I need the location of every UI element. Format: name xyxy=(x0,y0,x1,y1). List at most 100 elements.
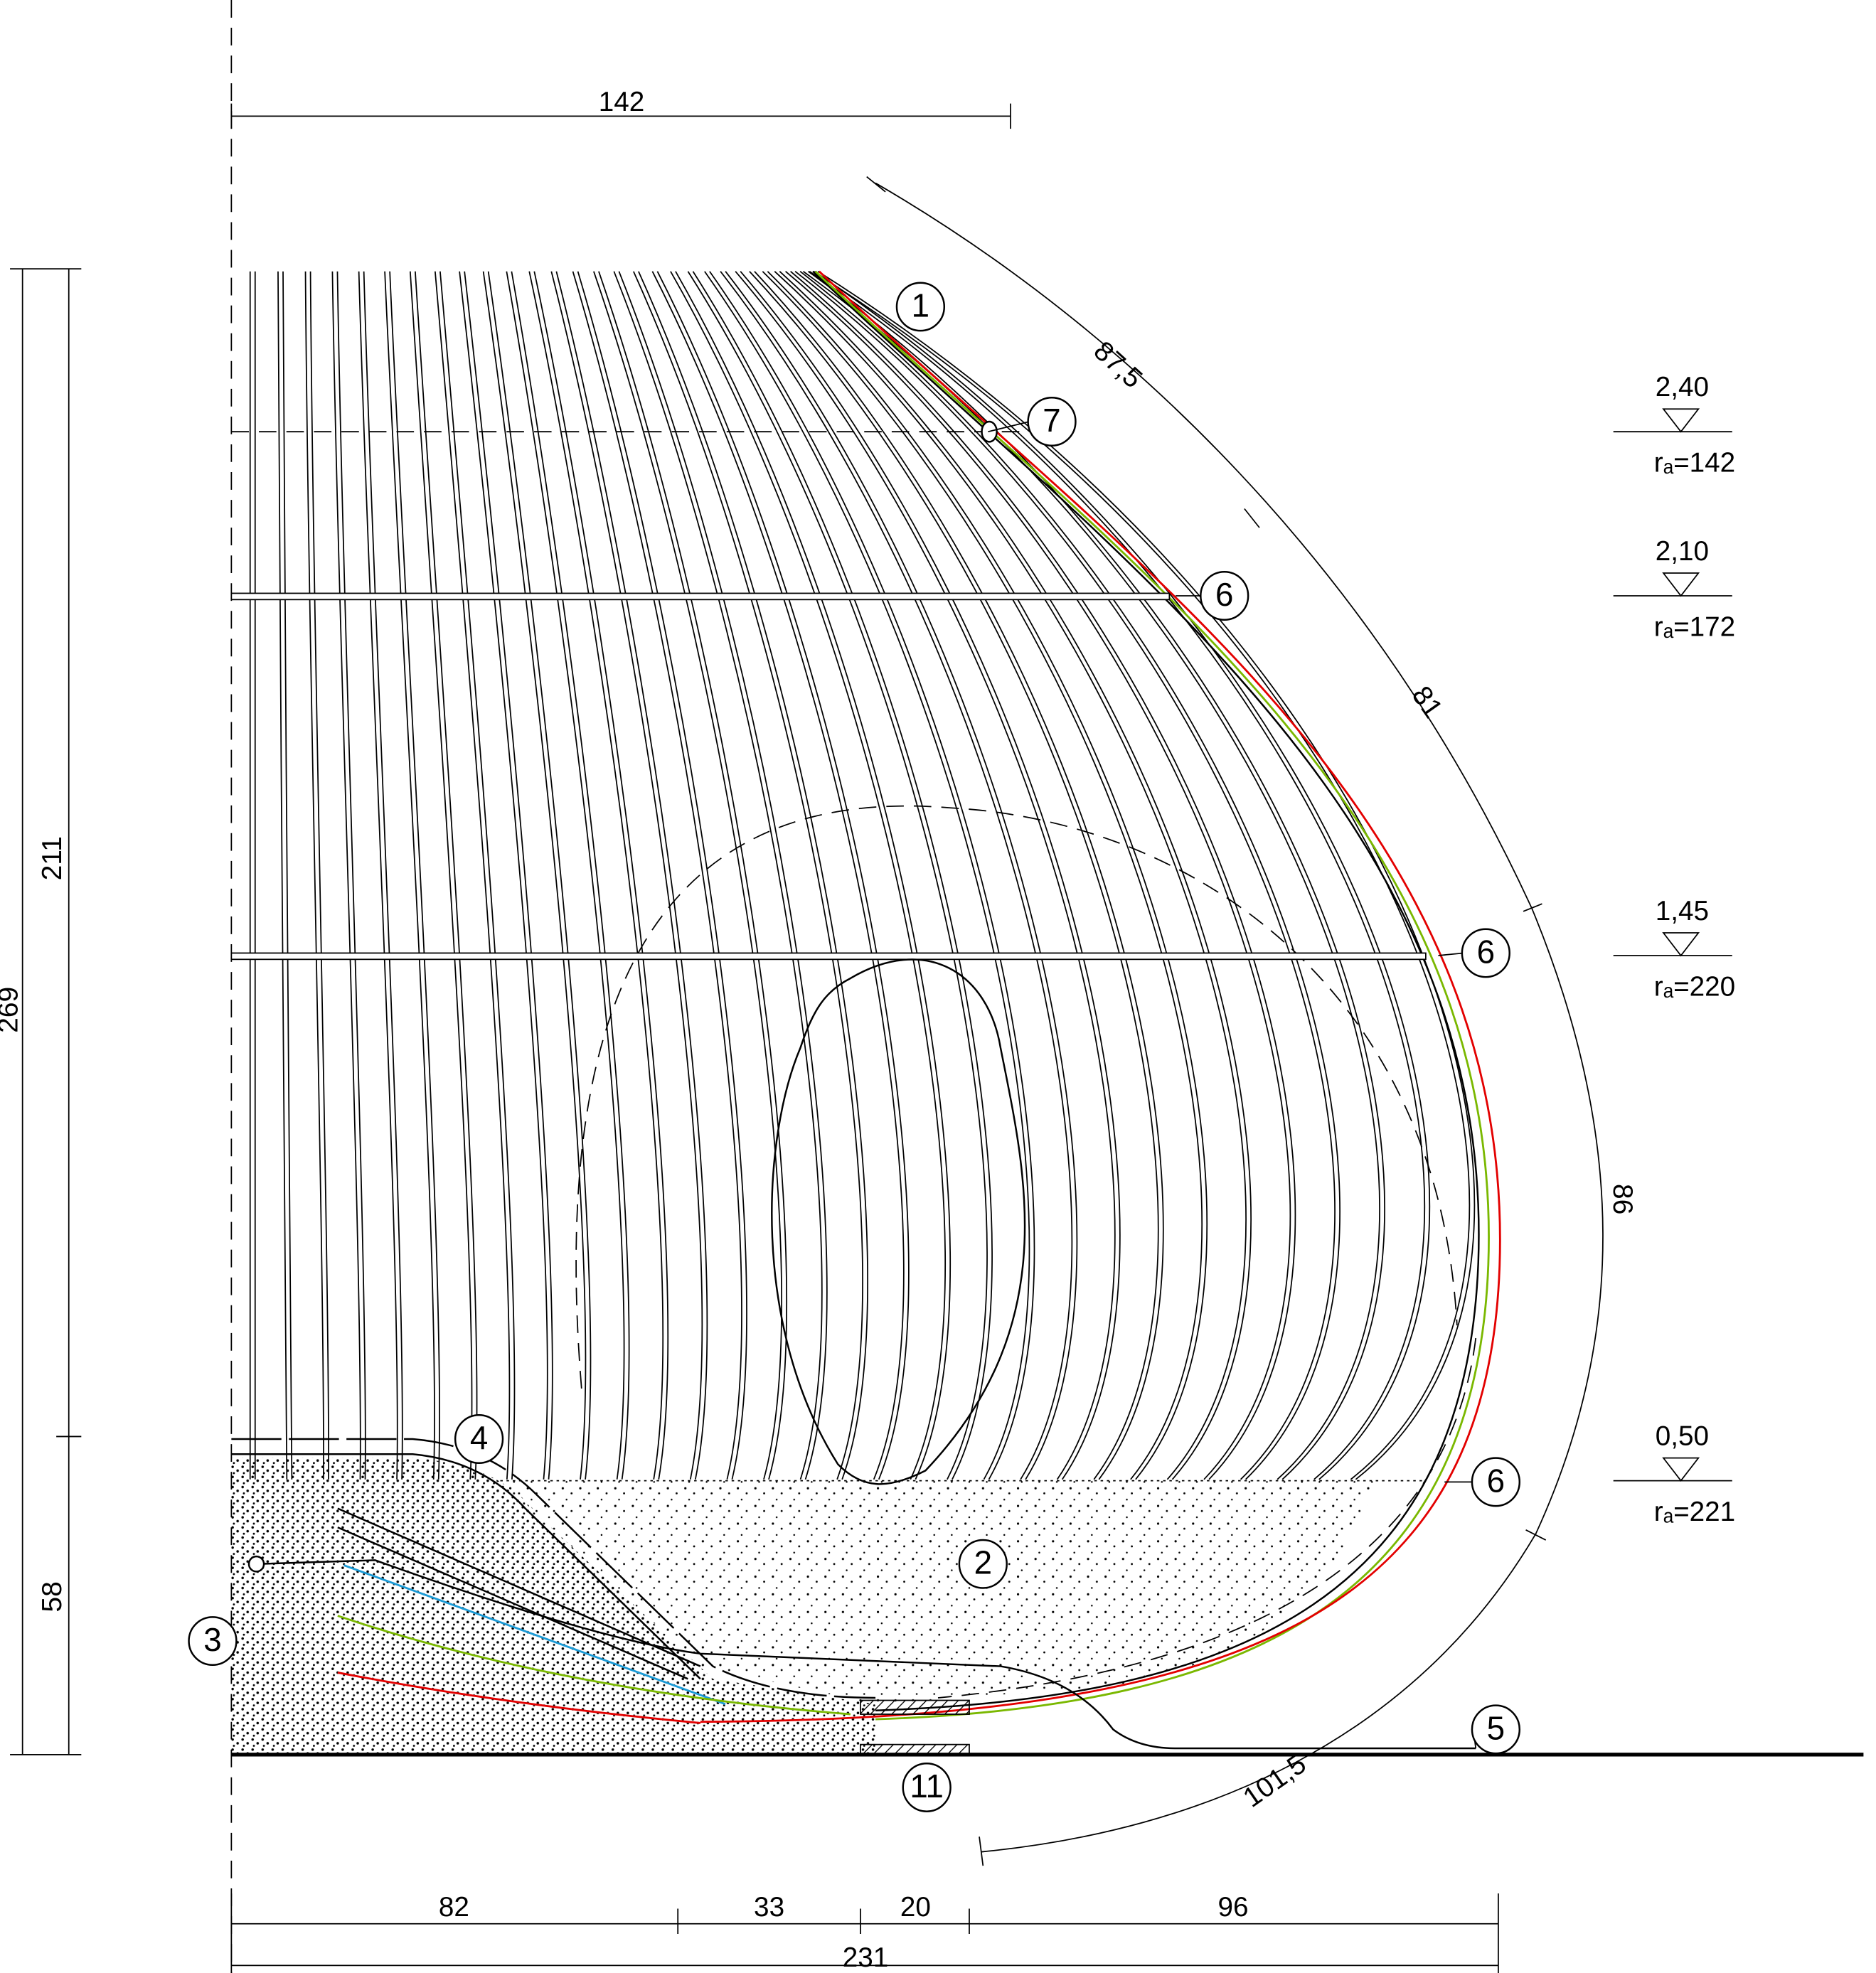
rib xyxy=(687,271,988,1480)
rib xyxy=(304,271,324,1480)
rib xyxy=(389,271,440,1480)
rib xyxy=(725,271,1078,1480)
level-elevation: 2,10 xyxy=(1656,536,1709,567)
levels: 2,40 rₐ=142 2,10 rₐ=172 1,45 rₐ=220 0,50 rₐ=221 xyxy=(1613,372,1735,1527)
dim-line xyxy=(10,268,82,1755)
dim-label: 101,5 xyxy=(1238,1748,1312,1813)
rib xyxy=(790,271,1296,1480)
dim-label: 82 xyxy=(439,1892,469,1923)
pad xyxy=(860,1699,970,1715)
pad xyxy=(860,1743,970,1757)
filling-light xyxy=(500,1480,1376,1704)
rib xyxy=(487,271,592,1480)
rib xyxy=(762,271,1203,1480)
dim-label: 231 xyxy=(843,1942,889,1973)
leader xyxy=(988,421,1030,433)
dim-label: 81 xyxy=(1406,680,1449,723)
rib xyxy=(633,271,863,1480)
rib xyxy=(651,271,905,1480)
rib xyxy=(358,271,398,1480)
rib xyxy=(409,271,473,1480)
level-mark xyxy=(1662,572,1700,597)
rib xyxy=(613,271,823,1480)
rib xyxy=(415,271,478,1480)
level-mark xyxy=(1662,408,1700,433)
rib xyxy=(812,270,1471,1480)
rib xyxy=(720,271,1073,1480)
dim-label: 58 xyxy=(37,1581,68,1612)
pipe-5 xyxy=(256,1559,1476,1750)
level-radius: rₐ=172 xyxy=(1654,611,1735,642)
tie xyxy=(230,952,1427,961)
callout-label: 6 xyxy=(1487,1462,1505,1499)
ribs xyxy=(249,270,1476,1480)
pipe-end xyxy=(247,1555,265,1573)
callout-circle xyxy=(1471,1704,1521,1755)
rib xyxy=(670,271,947,1480)
rib xyxy=(363,271,403,1480)
rib xyxy=(511,271,630,1480)
rib xyxy=(794,271,1336,1480)
callout-label: 3 xyxy=(203,1621,221,1658)
callout-circle xyxy=(1027,397,1077,447)
callout-label: 1 xyxy=(912,287,929,324)
rib xyxy=(799,271,1341,1480)
dim-label: 211 xyxy=(37,836,68,880)
callout-circle xyxy=(1461,928,1510,978)
dim-line xyxy=(230,1893,1499,1973)
rib xyxy=(675,271,952,1480)
shell-red xyxy=(700,270,1501,1723)
rib xyxy=(309,271,329,1480)
callout-circle xyxy=(1200,571,1249,621)
rib xyxy=(735,271,1116,1480)
dim-label: 33 xyxy=(754,1892,784,1923)
rib xyxy=(692,271,993,1480)
pipe-red xyxy=(337,1672,700,1724)
tie xyxy=(230,592,1171,601)
callout-circle xyxy=(188,1616,238,1667)
callout-label: 5 xyxy=(1487,1709,1505,1746)
dim-label: 269 xyxy=(0,987,23,1033)
rib xyxy=(528,271,664,1480)
rib xyxy=(384,271,435,1480)
rib xyxy=(754,271,1164,1480)
rib xyxy=(533,271,669,1480)
dim-line xyxy=(230,103,1011,129)
callout-circle xyxy=(958,1539,1008,1589)
level-mark xyxy=(1662,1457,1700,1482)
rib xyxy=(656,271,910,1480)
shell-green xyxy=(814,270,1490,1721)
rib xyxy=(598,271,787,1480)
rib xyxy=(740,271,1121,1480)
rib xyxy=(774,271,1247,1480)
level-radius: rₐ=220 xyxy=(1654,971,1735,1002)
rib xyxy=(482,271,587,1480)
rib xyxy=(550,271,703,1480)
leader xyxy=(1438,952,1464,956)
rib xyxy=(555,271,708,1480)
callout-circle xyxy=(902,1763,952,1812)
dim-label: 96 xyxy=(1218,1892,1249,1923)
rib xyxy=(331,271,361,1480)
level-elevation: 0,50 xyxy=(1656,1421,1709,1451)
rib xyxy=(464,271,553,1480)
rib xyxy=(785,271,1291,1480)
rib xyxy=(638,271,868,1480)
callout-label: 7 xyxy=(1043,402,1060,439)
arc-tick xyxy=(866,176,1547,1866)
callout-label: 11 xyxy=(910,1768,943,1804)
pipe xyxy=(337,1507,701,1680)
rib xyxy=(459,271,548,1480)
rib xyxy=(749,271,1159,1480)
rib xyxy=(618,271,828,1480)
level-mark xyxy=(1662,932,1700,957)
rib xyxy=(814,270,1431,1480)
rib xyxy=(336,271,366,1480)
rib xyxy=(506,271,625,1480)
shell xyxy=(812,270,1480,1711)
level-elevation: 1,45 xyxy=(1656,896,1709,926)
pipe-blue xyxy=(343,1564,726,1706)
callout-circle xyxy=(454,1414,504,1464)
